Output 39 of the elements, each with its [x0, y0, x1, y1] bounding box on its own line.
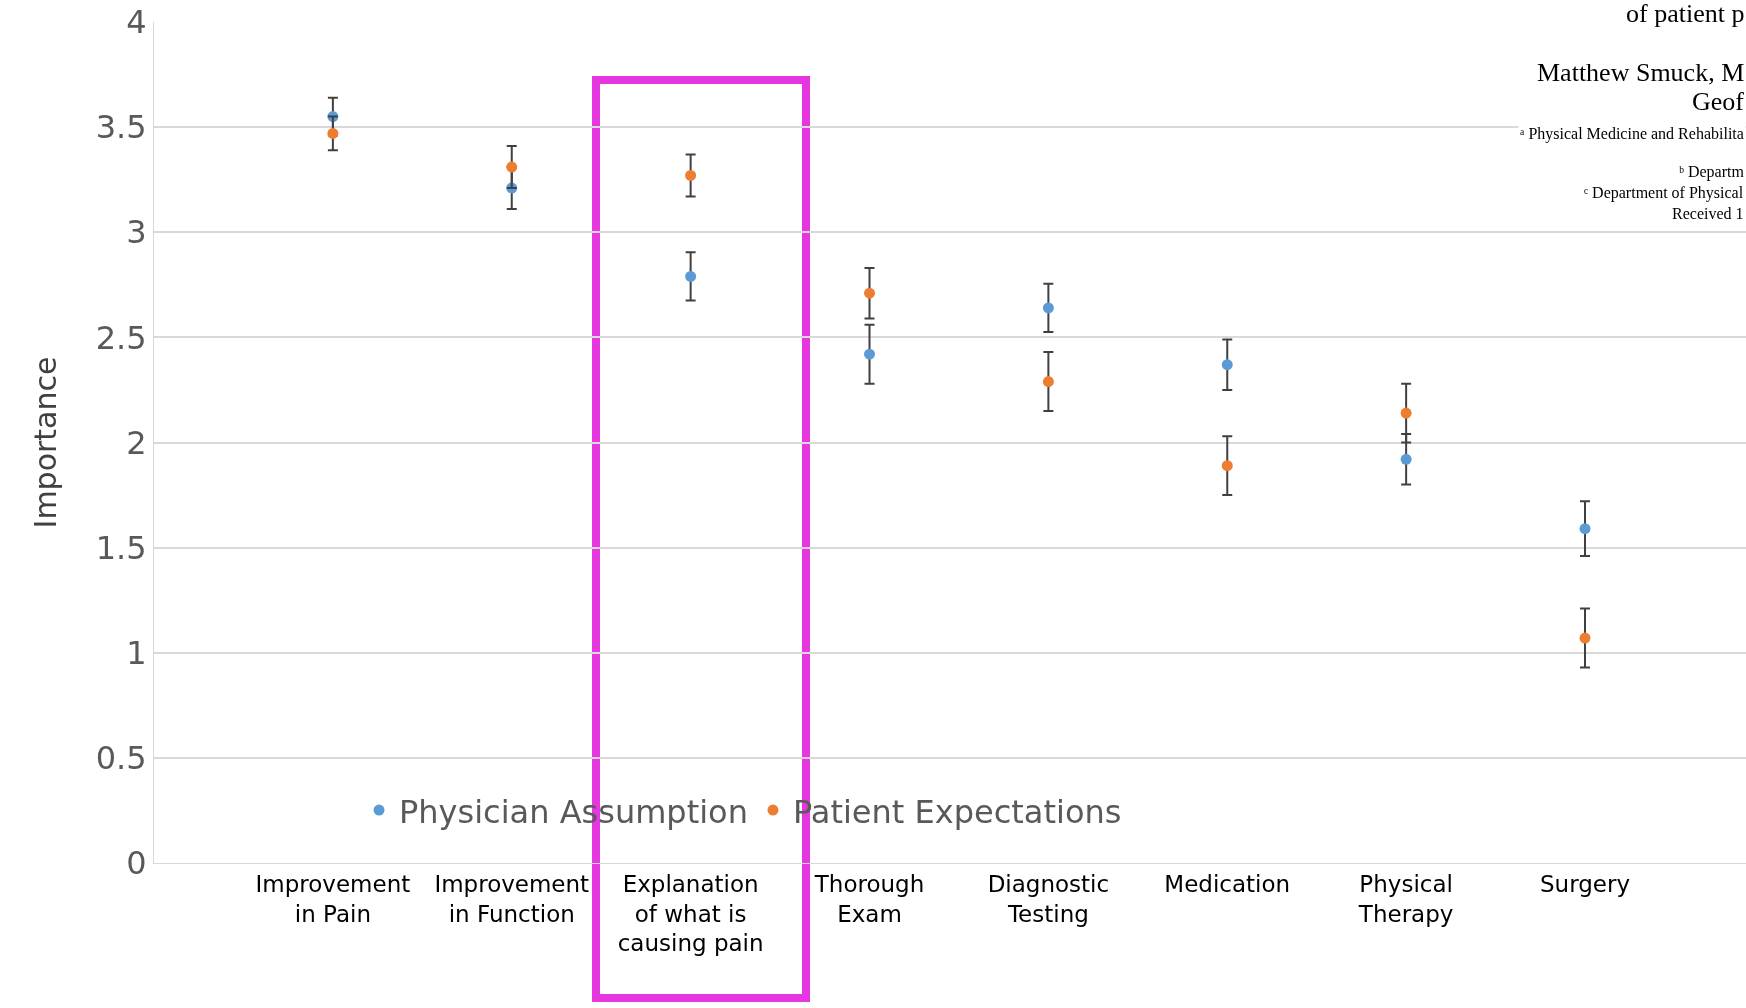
y-tick-label: 0.5	[95, 739, 147, 778]
y-tick-label: 2.5	[95, 318, 147, 357]
point	[1042, 302, 1054, 314]
point	[1042, 376, 1054, 388]
point	[1221, 359, 1233, 371]
y-tick-label: 1	[126, 633, 147, 672]
point	[1579, 523, 1591, 535]
point	[685, 169, 697, 181]
point	[327, 127, 339, 139]
annotation: ᵃ Physical Medicine and Rehabilita	[1520, 125, 1744, 143]
annotation: ᶜ Department of Physical	[1584, 184, 1744, 202]
annotation: Geof	[1692, 87, 1745, 116]
point	[506, 161, 518, 173]
x-tick-label: Improvement in Function	[434, 870, 590, 927]
y-tick-label: 3.5	[95, 108, 147, 147]
x-tick-label: Surgery	[1539, 870, 1631, 897]
x-tick-label: Diagnostic Testing	[987, 870, 1110, 927]
x-tick-label: Medication	[1164, 870, 1291, 897]
point	[864, 287, 876, 299]
point	[1579, 632, 1591, 644]
y-tick-label: 4	[126, 3, 147, 42]
point	[1221, 460, 1233, 472]
annotation: Matthew Smuck, M	[1537, 58, 1745, 87]
point	[685, 270, 697, 282]
point	[864, 348, 876, 360]
y-tick-label: 1.5	[95, 528, 147, 567]
x-tick-label: Thorough Exam	[813, 870, 925, 927]
annotation: ᵇ Departm	[1679, 163, 1745, 181]
annotation: Received 1	[1672, 205, 1744, 222]
annotation: of patient p	[1626, 0, 1745, 28]
y-tick-label: 0	[126, 844, 147, 883]
x-tick-label: Improvement in Pain	[255, 870, 411, 927]
y-tick-label: 2	[126, 423, 147, 462]
y-tick-label: 3	[126, 213, 147, 252]
point	[1400, 453, 1412, 465]
x-tick-label: Physical Therapy	[1357, 870, 1454, 927]
x-tick-label: Explanation of what is causing pain	[617, 870, 764, 957]
y-axis-title: Importance	[27, 356, 63, 529]
point	[1400, 407, 1412, 419]
